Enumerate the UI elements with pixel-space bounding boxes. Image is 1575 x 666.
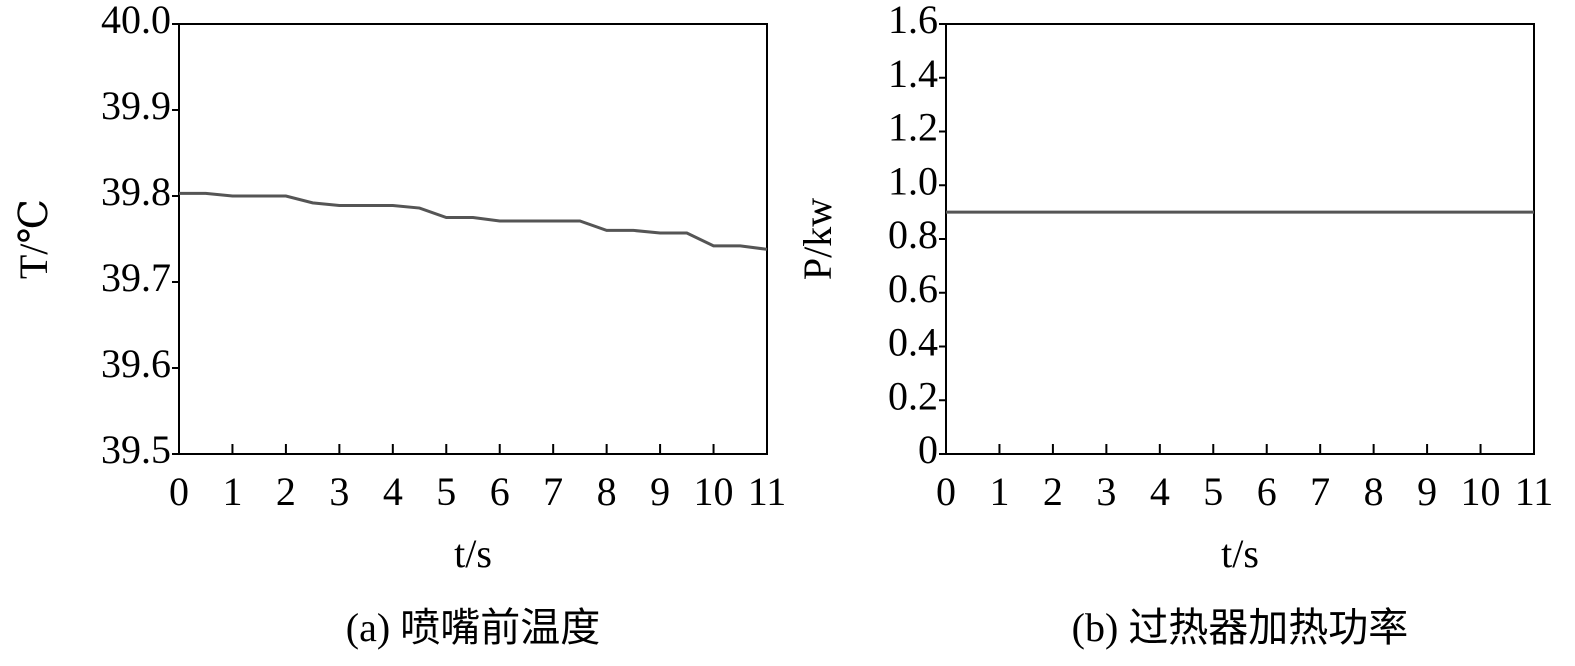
y-tick-label: 39.7 — [101, 255, 171, 300]
y-tick-label: 0.6 — [888, 266, 938, 311]
x-tick-label: 11 — [1515, 469, 1554, 514]
x-tick-label: 7 — [543, 469, 563, 514]
y-tick-label: 0 — [918, 427, 938, 472]
x-tick-label: 8 — [597, 469, 617, 514]
data-line — [179, 191, 768, 251]
x-tick-label: 5 — [436, 469, 456, 514]
x-tick-label: 6 — [490, 469, 510, 514]
x-tick-label: 9 — [650, 469, 670, 514]
x-tick-label: 4 — [383, 469, 403, 514]
y-tick-label: 0.2 — [888, 373, 938, 418]
x-tick-label: 3 — [1096, 469, 1116, 514]
y-axis-label: P/kw — [795, 198, 840, 280]
x-tick-label: 0 — [169, 469, 189, 514]
x-tick-label: 0 — [936, 469, 956, 514]
plot-frame — [178, 23, 768, 455]
y-tick-label: 0.4 — [888, 320, 938, 365]
x-tick-label: 1 — [989, 469, 1009, 514]
y-axis-label: T/℃ — [11, 199, 56, 279]
caption: (a) 喷嘴前温度 — [346, 605, 600, 650]
x-axis-label: t/s — [454, 531, 492, 576]
y-tick-label: 1.4 — [888, 51, 938, 96]
x-tick-label: 4 — [1150, 469, 1170, 514]
x-tick-label: 2 — [1043, 469, 1063, 514]
y-tick-label: 39.5 — [101, 427, 171, 472]
x-tick-label: 10 — [694, 469, 734, 514]
y-tick-label: 1.2 — [888, 105, 938, 150]
x-tick-label: 1 — [222, 469, 242, 514]
x-tick-label: 5 — [1203, 469, 1223, 514]
x-tick-label: 9 — [1417, 469, 1437, 514]
x-tick-label: 3 — [329, 469, 349, 514]
y-tick-label: 1.6 — [888, 0, 938, 42]
x-tick-label: 7 — [1310, 469, 1330, 514]
y-tick-label: 1.0 — [888, 158, 938, 203]
caption: (b) 过热器加热功率 — [1072, 605, 1409, 650]
y-tick-label: 39.6 — [101, 341, 171, 386]
x-tick-label: 6 — [1257, 469, 1277, 514]
y-tick-label: 39.9 — [101, 83, 171, 128]
x-axis-label: t/s — [1221, 531, 1259, 576]
y-tick-label: 0.8 — [888, 212, 938, 257]
x-tick-label: 10 — [1461, 469, 1501, 514]
y-tick-label: 39.8 — [101, 169, 171, 214]
x-tick-label: 8 — [1364, 469, 1384, 514]
y-tick-label: 40.0 — [101, 0, 171, 42]
x-tick-label: 11 — [748, 469, 787, 514]
x-tick-label: 2 — [276, 469, 296, 514]
plot-frame — [945, 23, 1535, 455]
